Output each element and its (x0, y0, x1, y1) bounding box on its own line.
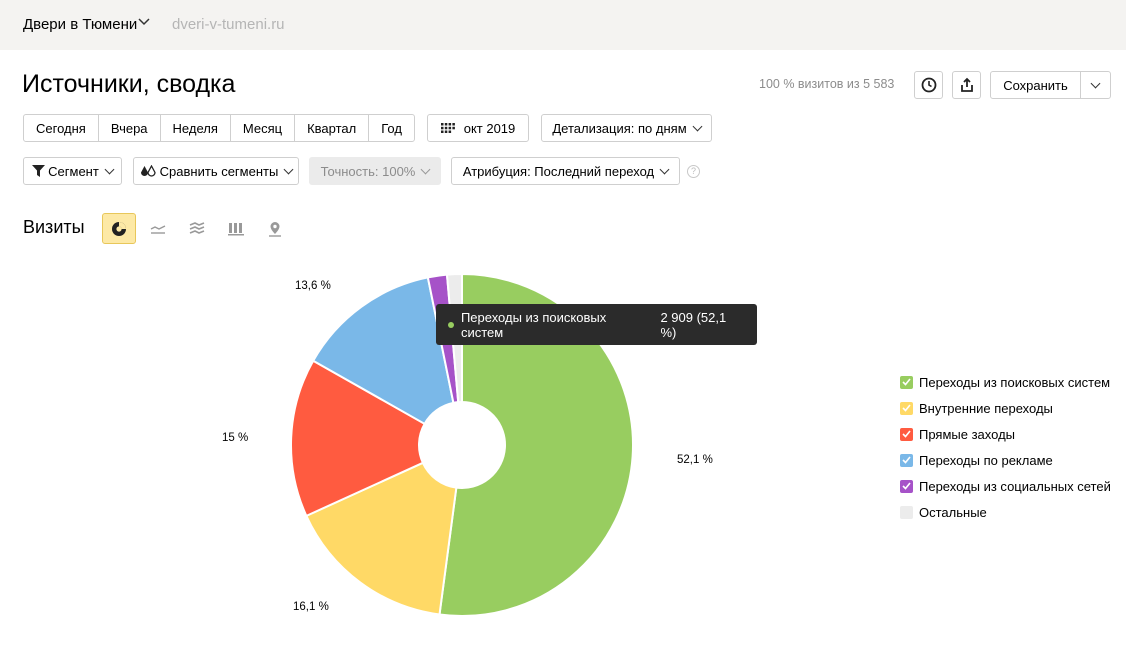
calendar-button[interactable]: окт 2019 (427, 114, 529, 142)
site-url[interactable]: dveri-v-tumeni.ru (172, 16, 285, 33)
clock-icon (921, 77, 936, 93)
checkbox-checked-icon (900, 375, 913, 389)
save-button[interactable]: Сохранить (990, 71, 1081, 99)
period-week[interactable]: Неделя (161, 115, 231, 141)
chart-tooltip: Переходы из поисковых систем 2 909 (52,1… (436, 304, 757, 345)
legend-item[interactable]: Переходы по рекламе (900, 447, 1111, 473)
attribution-dropdown[interactable]: Атрибуция: Последний переход (451, 157, 680, 185)
tooltip-dot (448, 321, 454, 328)
checkbox-checked-icon (900, 453, 913, 467)
export-button[interactable] (952, 71, 981, 99)
compare-label: Сравнить сегменты (159, 163, 279, 179)
pie-slice[interactable] (311, 276, 455, 426)
tooltip-value: 2 909 (52,1 %) (660, 309, 727, 340)
pie-slice[interactable] (290, 359, 426, 518)
tooltip-label: Переходы из поисковых систем (460, 309, 607, 340)
view-line-button[interactable] (141, 213, 175, 244)
pie-slice-label: 16,1 % (293, 601, 329, 613)
pie-slice-label: 13,6 % (295, 280, 331, 292)
period-yesterday[interactable]: Вчера (99, 115, 161, 141)
chart-legend: Переходы из поисковых систем Внутренние п… (900, 369, 1111, 525)
legend-item[interactable]: Прямые заходы (900, 421, 1111, 447)
share-icon (960, 77, 973, 92)
view-pie-button[interactable] (102, 213, 136, 244)
pie-slice-label: 15 % (222, 432, 249, 444)
checkbox-checked-icon (900, 401, 913, 415)
compare-segments-dropdown[interactable]: Сравнить сегменты (133, 157, 299, 185)
view-map-button[interactable] (258, 213, 292, 244)
detail-dropdown[interactable]: Детализация: по дням (541, 114, 712, 142)
legend-label: Внутренние переходы (919, 400, 1053, 416)
legend-item[interactable]: Переходы из социальных сетей (900, 473, 1111, 499)
segment-label: Сегмент (48, 163, 99, 179)
save-options-button[interactable] (1080, 71, 1111, 99)
calendar-label: окт 2019 (463, 120, 516, 136)
area-chart-icon (189, 221, 205, 234)
chevron-down-icon[interactable] (138, 16, 150, 28)
accuracy-label: Точность: 100% (320, 163, 416, 179)
legend-item[interactable]: Переходы из поисковых систем (900, 369, 1111, 395)
period-today[interactable]: Сегодня (24, 115, 99, 141)
site-selector[interactable]: Двери в Тюмени (23, 16, 138, 33)
checkbox-checked-icon (900, 427, 913, 441)
legend-item[interactable]: Остальные (900, 499, 1111, 525)
filter-icon (32, 165, 46, 177)
segment-dropdown[interactable]: Сегмент (23, 157, 122, 185)
page-title: Источники, сводка (22, 70, 236, 98)
checkbox-checked-icon (900, 479, 913, 493)
top-bar: Двери в Тюмени dveri-v-tumeni.ru (0, 0, 1126, 50)
pie-slice[interactable] (305, 461, 458, 616)
line-chart-icon (150, 224, 166, 234)
period-quarter[interactable]: Квартал (295, 115, 370, 141)
attribution-label: Атрибуция: Последний переход (462, 163, 655, 179)
calendar-icon (440, 123, 455, 133)
period-year[interactable]: Год (381, 120, 402, 136)
period-selector: Сегодня Вчера Неделя Месяц Квартал Год (23, 114, 415, 142)
detail-label: Детализация: по дням (552, 120, 687, 136)
drops-icon (140, 164, 156, 177)
bar-chart-icon (228, 222, 244, 235)
section-title: Визиты (23, 217, 85, 237)
view-bar-button[interactable] (219, 213, 253, 244)
view-area-button[interactable] (180, 213, 214, 244)
legend-item[interactable]: Внутренние переходы (900, 395, 1111, 421)
legend-label: Переходы из социальных сетей (919, 478, 1111, 494)
pie-slice-label: 52,1 % (677, 454, 713, 466)
checkbox-empty-icon (900, 505, 913, 519)
pie-chart-icon (112, 221, 126, 236)
history-button[interactable] (914, 71, 943, 99)
period-month[interactable]: Месяц (231, 115, 296, 141)
legend-label: Прямые заходы (919, 426, 1016, 442)
accuracy-dropdown[interactable]: Точность: 100% (309, 157, 441, 185)
visits-info: 100 % визитов из 5 583 (759, 77, 895, 91)
map-icon (269, 221, 281, 237)
help-icon[interactable]: ? (687, 165, 700, 178)
legend-label: Остальные (919, 504, 987, 520)
legend-label: Переходы по рекламе (919, 452, 1053, 468)
legend-label: Переходы из поисковых систем (919, 374, 1111, 390)
